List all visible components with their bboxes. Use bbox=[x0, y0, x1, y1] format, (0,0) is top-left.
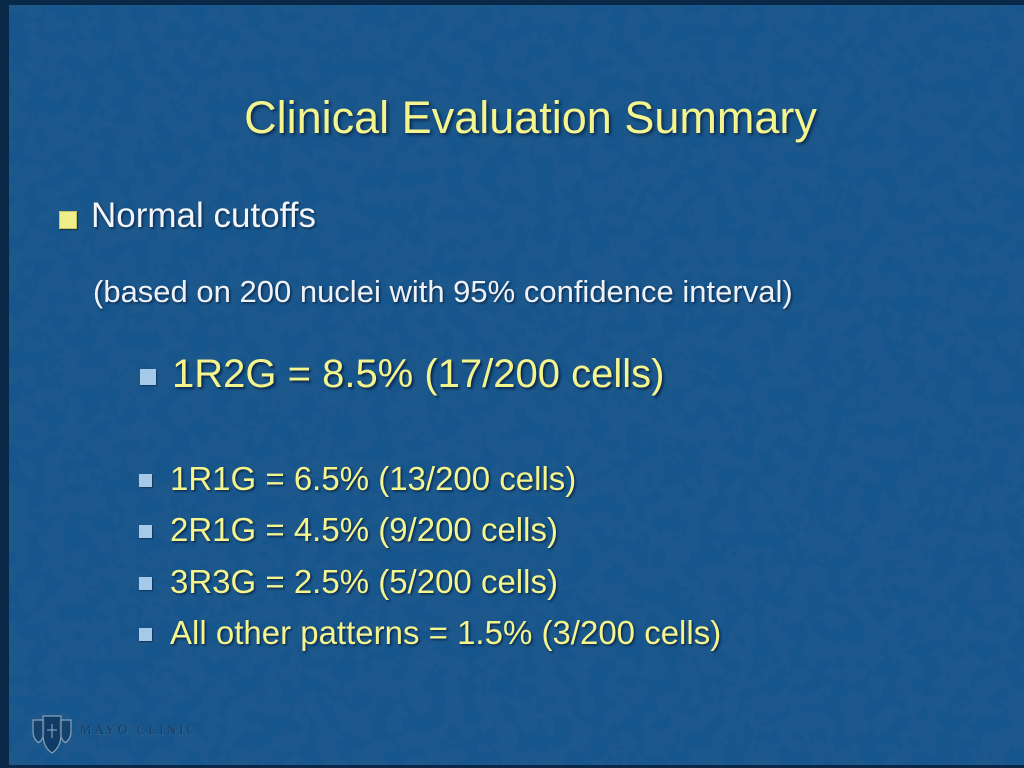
square-bullet-icon bbox=[139, 577, 152, 590]
list-item-label: 1R1G = 6.5% (13/200 cells) bbox=[170, 460, 577, 497]
paper-texture bbox=[9, 5, 1024, 765]
slide-content: Clinical Evaluation Summary Normal cutof… bbox=[9, 5, 1024, 765]
mayo-clinic-logo: MAYO CLINIC bbox=[31, 712, 198, 760]
list-item: All other patterns = 1.5% (3/200 cells) bbox=[139, 614, 721, 652]
highlight-item-label: 1R2G = 8.5% (17/200 cells) bbox=[172, 352, 665, 396]
list-item-label: 2R1G = 4.5% (9/200 cells) bbox=[170, 511, 558, 548]
list-item: 3R3G = 2.5% (5/200 cells) bbox=[139, 563, 558, 601]
subtitle-note: (based on 200 nuclei with 95% confidence… bbox=[93, 274, 793, 309]
highlight-item-row: 1R2G = 8.5% (17/200 cells) bbox=[140, 352, 664, 397]
square-bullet-icon bbox=[139, 525, 152, 538]
list-item: 1R1G = 6.5% (13/200 cells) bbox=[139, 460, 576, 498]
square-bullet-icon bbox=[59, 211, 77, 229]
square-bullet-icon bbox=[139, 474, 152, 487]
list-item-label: All other patterns = 1.5% (3/200 cells) bbox=[170, 614, 722, 651]
square-bullet-icon bbox=[139, 628, 152, 641]
square-bullet-icon bbox=[140, 369, 156, 385]
list-item-label: 3R3G = 2.5% (5/200 cells) bbox=[170, 563, 558, 600]
main-bullet-label: Normal cutoffs bbox=[91, 196, 316, 235]
slide-title: Clinical Evaluation Summary bbox=[244, 92, 817, 143]
main-bullet-row: Normal cutoffs bbox=[59, 196, 316, 236]
slide-background: Clinical Evaluation Summary Normal cutof… bbox=[9, 5, 1024, 765]
mayo-clinic-wordmark: MAYO CLINIC bbox=[80, 722, 199, 737]
list-item: 2R1G = 4.5% (9/200 cells) bbox=[139, 511, 558, 549]
mayo-shields-icon bbox=[32, 715, 72, 754]
